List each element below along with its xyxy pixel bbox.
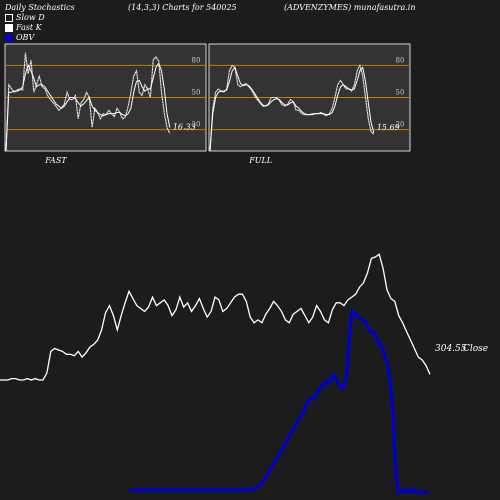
legend-obv: OBV: [5, 33, 34, 42]
level-label: 80: [192, 56, 201, 64]
chart-params: (14,3,3) Charts for 540025: [128, 3, 237, 12]
blue-dot-icon: [5, 33, 13, 42]
level-label: 50: [396, 89, 405, 97]
level-label: 20: [396, 121, 405, 129]
stochastic-series-shadow: [209, 64, 374, 152]
level-label: 50: [192, 89, 201, 97]
panel-label: FAST: [44, 156, 67, 165]
chart-symbol: (ADVENZYMES) munafasutra.in: [284, 3, 416, 12]
panel-label: FULL: [248, 156, 272, 165]
level-label: 20: [192, 121, 201, 129]
stochastic-series-line: [5, 62, 171, 152]
close-value-label: 304.55: [435, 344, 467, 354]
stochastic-series-shadow: [5, 52, 171, 152]
level-label: 80: [396, 56, 405, 64]
chart-title: Daily Stochastics: [5, 3, 75, 12]
legend-fast-k: Fast K: [5, 23, 42, 32]
filled-square-icon: [5, 23, 13, 32]
stochastic-series-line: [209, 66, 375, 152]
close-series-label: Close: [463, 344, 488, 354]
obv-line: [130, 309, 428, 494]
last-value-label: 15.69: [377, 123, 400, 132]
hollow-square-icon: [5, 13, 13, 22]
last-value-label: 16.33: [173, 123, 196, 132]
legend-label: OBV: [16, 33, 35, 42]
legend-label: Fast K: [16, 23, 42, 32]
legend-label: Slow D: [16, 13, 45, 22]
close-price-line: [0, 253, 431, 381]
legend-slow-d: Slow D: [5, 13, 45, 22]
